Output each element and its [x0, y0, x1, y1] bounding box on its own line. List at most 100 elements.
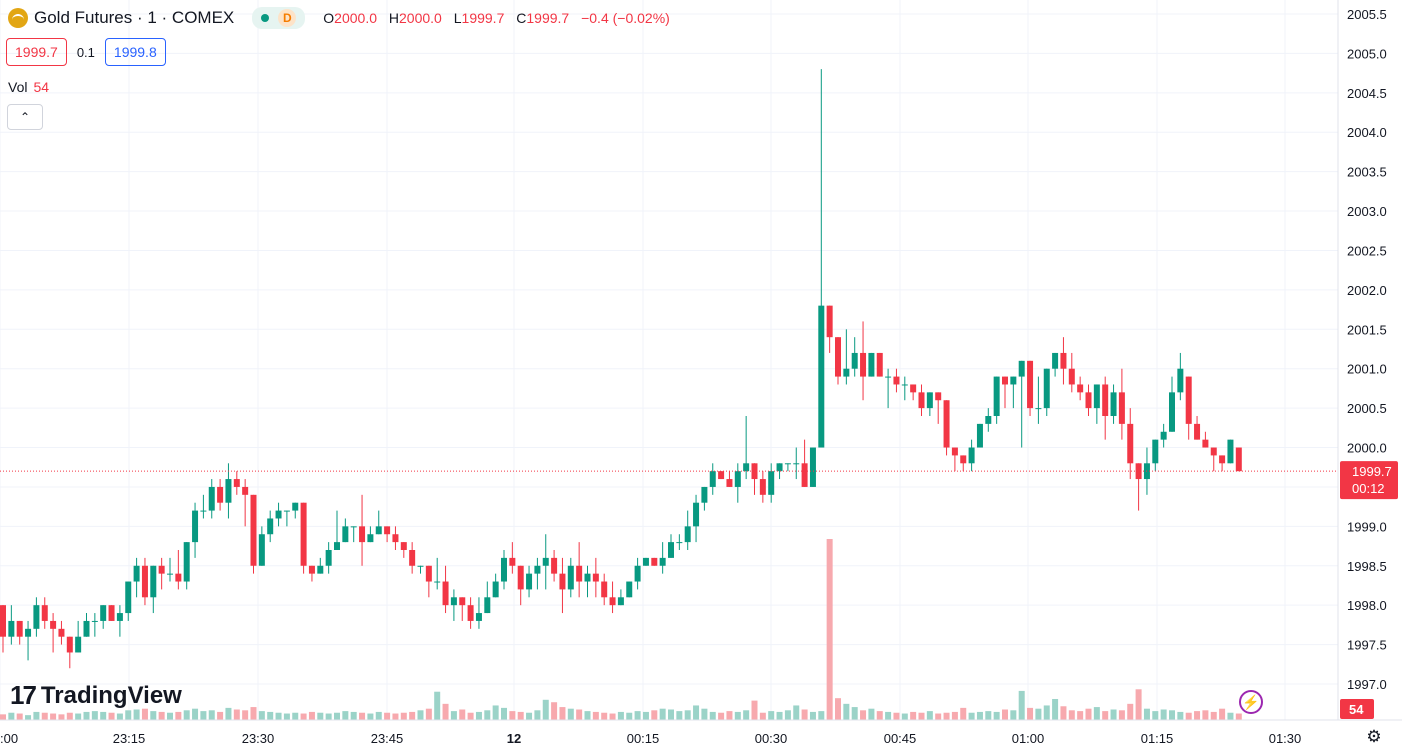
candle-body	[1018, 360, 1025, 377]
candle	[968, 439, 975, 472]
candle	[75, 620, 82, 653]
low-value: 1999.7	[461, 10, 505, 26]
volume-bar	[167, 712, 173, 720]
market-status-badge[interactable]: D	[252, 7, 306, 29]
candle-body	[826, 305, 833, 338]
volume-bar	[835, 698, 841, 720]
settings-gear-icon[interactable]: ⚙	[1366, 727, 1382, 746]
sell-button[interactable]: 1999.7	[6, 38, 67, 66]
candle-body	[860, 352, 867, 377]
volume-bar	[634, 711, 641, 720]
chart-header: Gold Futures · 1 · COMEX D O2000.0 H2000…	[8, 7, 670, 29]
last-price-label: 1999.7	[1352, 464, 1392, 479]
candle	[133, 557, 140, 598]
candle	[1043, 368, 1050, 416]
volume-bar	[359, 712, 366, 720]
candle-body	[668, 542, 674, 558]
candle-body	[50, 620, 57, 629]
candle	[693, 494, 700, 543]
volume-bar	[125, 710, 132, 720]
x-tick-label: 01:15	[1141, 731, 1174, 746]
candle-body	[158, 565, 165, 574]
candle-body	[818, 305, 825, 448]
tradingview-logo[interactable]: 17 TradingView	[10, 680, 182, 711]
candle	[442, 565, 449, 614]
candle-body	[1160, 431, 1167, 440]
candle-body	[843, 368, 850, 377]
candle	[392, 526, 399, 550]
buy-button[interactable]: 1999.8	[104, 38, 166, 66]
volume-bar	[1077, 711, 1084, 720]
candle-body	[542, 557, 549, 566]
candle	[1152, 439, 1159, 472]
candle	[592, 557, 599, 598]
collapse-legend-button[interactable]: ⌃	[7, 104, 43, 130]
volume-bar	[776, 711, 783, 720]
change-value: −0.4 (−0.02%)	[581, 10, 670, 26]
candle	[601, 573, 608, 606]
candle	[509, 542, 516, 574]
candle-body	[835, 337, 841, 377]
volume-bar	[951, 711, 958, 720]
volume-bar	[175, 711, 182, 720]
candle	[951, 447, 958, 472]
candle-body	[851, 352, 858, 369]
candle-body	[609, 597, 616, 606]
volume-bar	[976, 711, 983, 720]
candle	[935, 392, 942, 424]
volume-bar	[0, 714, 6, 720]
y-tick-label: 1997.5	[1347, 638, 1387, 653]
candle-body	[183, 542, 190, 582]
volume-bar	[1127, 703, 1134, 720]
x-tick-label: 23:15	[113, 731, 146, 746]
candle-body	[567, 565, 574, 590]
candle-body	[33, 605, 40, 629]
candle-body	[225, 479, 232, 503]
volume-bar	[33, 711, 40, 720]
candle	[910, 384, 917, 401]
volume-bar	[601, 712, 608, 720]
candle	[108, 605, 115, 621]
volume-bar	[334, 712, 340, 720]
candle-body	[409, 550, 416, 566]
candle	[334, 510, 340, 550]
candle-body	[1085, 392, 1092, 409]
candle	[851, 337, 858, 377]
candle-body	[576, 565, 583, 582]
x-tick-label: :00	[0, 731, 18, 746]
volume-bar	[58, 714, 65, 720]
candle-body	[1219, 455, 1226, 464]
symbol-title[interactable]: Gold Futures · 1 · COMEX	[34, 8, 235, 27]
candle-body	[718, 471, 725, 480]
volume-bar	[375, 711, 382, 720]
trade-panel: 1999.7 0.1 1999.8	[6, 38, 166, 66]
volume-bar	[1160, 709, 1167, 720]
volume-bar	[1177, 711, 1184, 720]
volume-bar	[91, 711, 98, 720]
delayed-badge: D	[278, 9, 297, 27]
y-tick-label: 1998.0	[1347, 598, 1387, 613]
lightning-bolt-icon[interactable]: ⚡	[1239, 690, 1263, 714]
volume-bar	[751, 700, 758, 720]
close-value: 1999.7	[526, 10, 570, 26]
volume-bar	[1093, 707, 1100, 720]
x-tick-label: 00:45	[884, 731, 917, 746]
volume-bar	[325, 713, 332, 720]
candle-body	[910, 384, 917, 393]
candle-body	[526, 573, 533, 590]
candle	[1002, 376, 1008, 409]
candle	[1010, 376, 1017, 409]
volume-bar	[250, 707, 257, 720]
candle-body	[1194, 423, 1201, 440]
y-tick-label: 2003.5	[1347, 165, 1387, 180]
volume-bar	[826, 539, 833, 720]
candle-body	[1135, 463, 1142, 480]
volume-bar	[233, 709, 240, 720]
x-tick-label: 12	[507, 731, 521, 746]
candle	[1118, 368, 1125, 440]
candle	[16, 620, 23, 645]
candle-body	[634, 565, 641, 582]
candle	[1035, 376, 1042, 424]
volume-bar	[793, 705, 800, 720]
